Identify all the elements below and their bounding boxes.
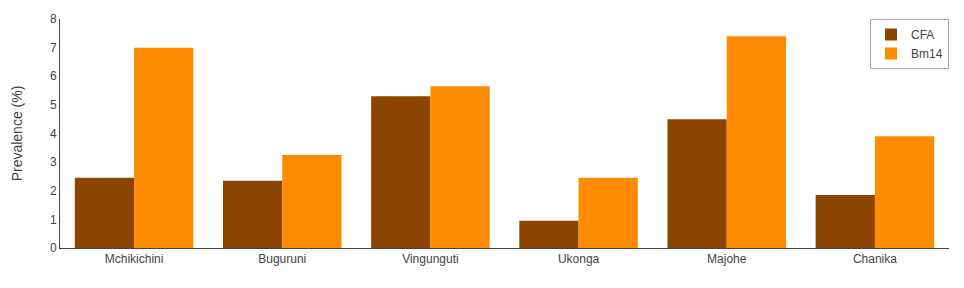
- svg-text:Ukonga: Ukonga: [558, 252, 600, 266]
- svg-text:6: 6: [50, 69, 57, 83]
- svg-text:Mchikichini: Mchikichini: [105, 252, 164, 266]
- svg-text:4: 4: [50, 127, 57, 141]
- svg-text:Vingunguti: Vingunguti: [402, 252, 459, 266]
- svg-text:7: 7: [50, 41, 57, 55]
- svg-text:Majohe: Majohe: [707, 252, 747, 266]
- svg-text:5: 5: [50, 98, 57, 112]
- svg-text:Chanika: Chanika: [853, 252, 897, 266]
- svg-text:3: 3: [50, 155, 57, 169]
- svg-text:Prevalence (%): Prevalence (%): [9, 86, 25, 182]
- svg-text:CFA: CFA: [911, 28, 934, 42]
- svg-text:0: 0: [50, 241, 57, 255]
- svg-text:8: 8: [50, 12, 57, 26]
- svg-text:2: 2: [50, 184, 57, 198]
- svg-text:Buguruni: Buguruni: [258, 252, 306, 266]
- svg-text:1: 1: [50, 213, 57, 227]
- svg-text:Bm14: Bm14: [911, 47, 943, 61]
